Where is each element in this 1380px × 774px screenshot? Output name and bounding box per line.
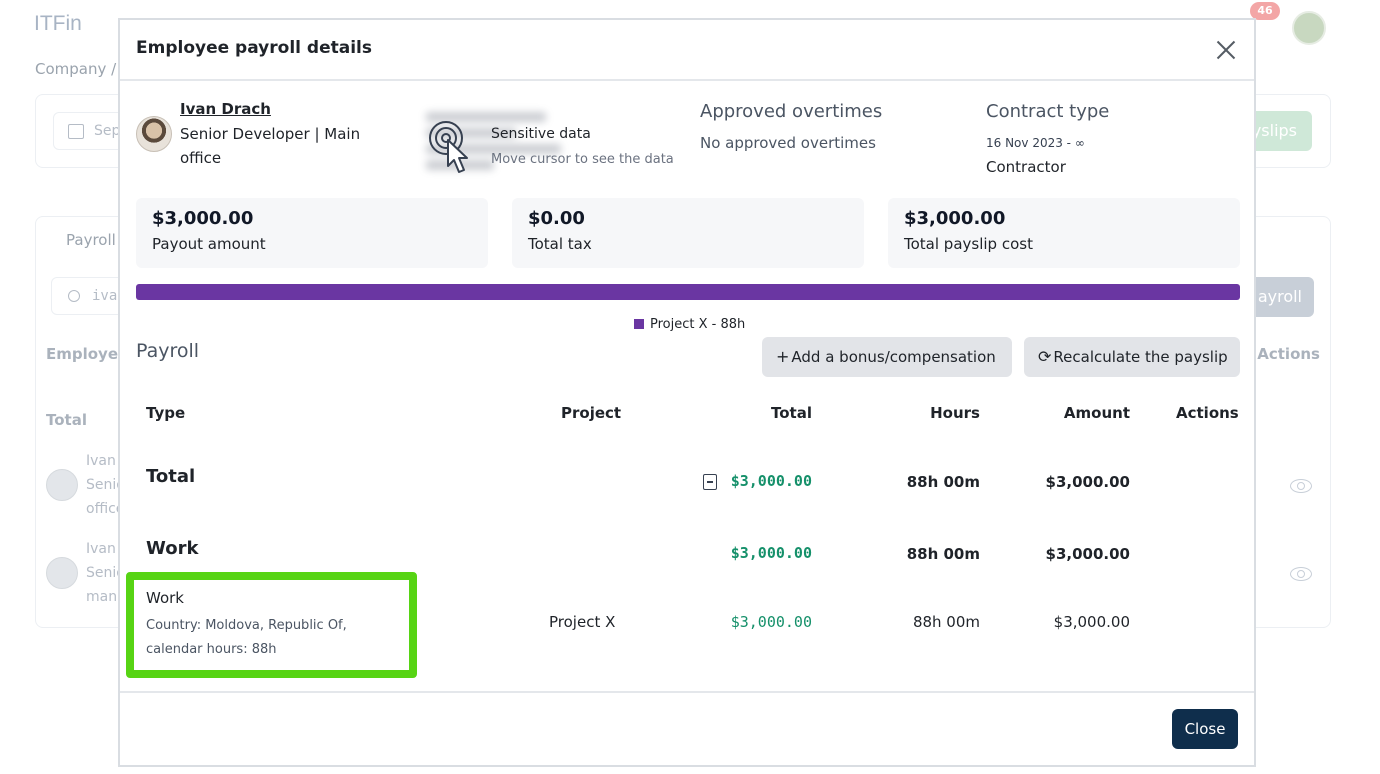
legend-swatch (634, 319, 644, 329)
total-row-amount: $3,000.00 (1045, 473, 1130, 491)
date-picker[interactable]: Sep (53, 112, 143, 150)
calendar-icon (68, 124, 84, 139)
contract-dates: 16 Nov 2023 - ∞ (986, 136, 1085, 150)
modal-title: Employee payroll details (136, 38, 372, 58)
app-logo[interactable]: ITFin (34, 12, 82, 35)
total-row-hours: 88h 00m (906, 473, 980, 491)
notification-badge[interactable]: 46 (1250, 2, 1280, 20)
stat-label: Total payslip cost (904, 235, 1033, 253)
legend-item: Project X - 88h (634, 317, 745, 332)
fingerprint-cursor-icon (429, 121, 468, 173)
overtimes-title: Approved overtimes (700, 101, 883, 122)
column-header-total: Total (771, 404, 812, 422)
group-row-hours: 88h 00m (906, 545, 980, 563)
group-row-amount: $3,000.00 (1045, 545, 1130, 563)
employee-role: Senior Developer | Main office (180, 125, 361, 167)
avatar (46, 557, 78, 589)
stat-payslip-cost: $3,000.00 Total payslip cost (888, 198, 1240, 268)
refresh-icon: ⟳ (1038, 347, 1052, 366)
group-row-type: Work (146, 538, 199, 559)
section-title: Payroll (136, 340, 200, 362)
list-item[interactable]: Ivan Senio mana (86, 537, 126, 609)
add-bonus-label: Add a bonus/compensation (791, 348, 996, 366)
group-row-total: $3,000.00 (730, 544, 812, 562)
column-header-project: Project (561, 404, 622, 422)
employee-office: office (86, 501, 125, 517)
contract-type: Contractor (986, 158, 1066, 176)
overtimes-value: No approved overtimes (700, 134, 876, 152)
eye-icon[interactable] (1290, 567, 1312, 581)
column-header-amount: Amount (1063, 404, 1130, 422)
column-header-hours: Hours (930, 404, 980, 422)
total-row-type: Total (146, 466, 196, 487)
item-row-total: $3,000.00 (730, 613, 812, 631)
close-icon[interactable] (1216, 40, 1236, 60)
sensitive-data-title: Sensitive data (491, 126, 591, 142)
contract-title: Contract type (986, 101, 1110, 122)
legend-label: Project X - 88h (650, 317, 746, 332)
employee-role: Senio (86, 477, 125, 493)
highlight-box (126, 572, 417, 678)
plus-icon: + (776, 347, 790, 366)
user-avatar[interactable] (1292, 11, 1326, 45)
avatar (46, 469, 78, 501)
employee-role: Senio (86, 565, 125, 581)
recalculate-payslip-button[interactable]: ⟳ Recalculate the payslip (1024, 337, 1240, 377)
stat-value: $3,000.00 (152, 208, 254, 229)
item-row-amount: $3,000.00 (1053, 613, 1130, 631)
employee-name: Ivan (86, 541, 116, 557)
item-row-hours: 88h 00m (912, 613, 980, 631)
modal-footer: Close (120, 691, 1254, 767)
stat-label: Total tax (528, 235, 592, 253)
add-bonus-button[interactable]: + Add a bonus/compensation (762, 337, 1012, 377)
item-row-type: Work (146, 589, 184, 607)
employee-name-link[interactable]: Ivan Drach (180, 100, 271, 118)
sensitive-data-hint: Move cursor to see the data (491, 152, 674, 167)
employee-office: mana (86, 589, 126, 605)
date-picker-value: Sep (94, 123, 121, 139)
stat-total-tax: $0.00 Total tax (512, 198, 864, 268)
stat-payout: $3,000.00 Payout amount (136, 198, 488, 268)
eye-icon[interactable] (1290, 479, 1312, 493)
employee-name: Ivan (86, 453, 116, 469)
item-row-project: Project X (549, 613, 616, 631)
stat-value: $3,000.00 (904, 208, 1006, 229)
column-header-actions: Actions (1257, 345, 1320, 363)
close-button[interactable]: Close (1172, 709, 1238, 749)
search-value: iva (92, 288, 118, 304)
payroll-details-modal: Employee payroll details Ivan Drach Seni… (118, 18, 1256, 767)
copy-icon[interactable] (703, 474, 717, 490)
total-row-label: Total (46, 411, 87, 429)
project-distribution-bar[interactable] (136, 284, 1240, 300)
breadcrumb[interactable]: Company / (35, 60, 117, 78)
column-header-employee: Employee (46, 345, 129, 363)
recalculate-label: Recalculate the payslip (1053, 348, 1228, 366)
tab-payroll[interactable]: Payroll (66, 231, 116, 249)
modal-header: Employee payroll details (120, 20, 1254, 81)
avatar (136, 116, 172, 152)
column-header-actions: Actions (1176, 404, 1239, 422)
stat-value: $0.00 (528, 208, 585, 229)
search-icon (68, 290, 80, 302)
item-row-description: Country: Moldova, Republic Of, calendar … (146, 618, 347, 657)
column-header-type: Type (146, 404, 186, 422)
stat-label: Payout amount (152, 235, 266, 253)
list-item[interactable]: Ivan Senio office (86, 449, 125, 521)
total-row-total: $3,000.00 (730, 472, 812, 490)
